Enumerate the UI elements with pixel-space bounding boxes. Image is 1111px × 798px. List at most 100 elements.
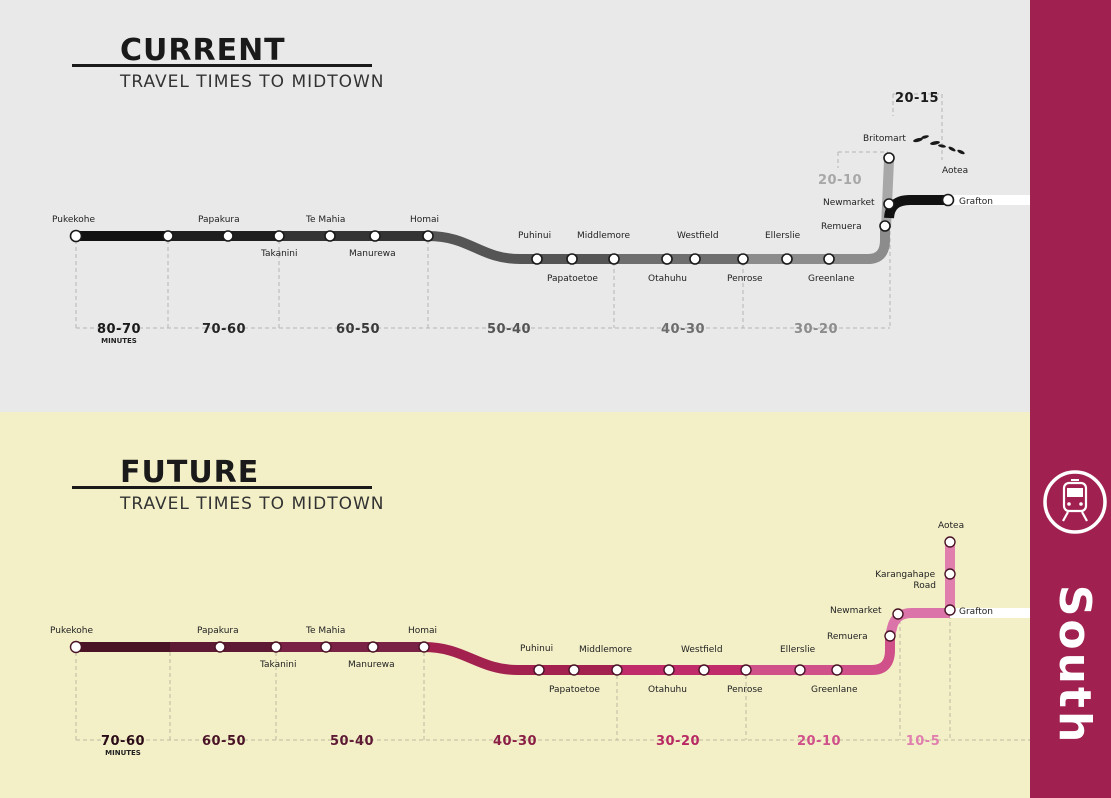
station-marker [222, 230, 234, 242]
time-band-label: 60-50 [202, 734, 246, 749]
station-label: Westfield [681, 645, 723, 655]
station-label: Westfield [677, 231, 719, 241]
station-marker [611, 664, 623, 676]
station-marker [831, 664, 843, 676]
station-marker [883, 198, 895, 210]
sidebar: South [1043, 470, 1107, 746]
station-marker [533, 664, 545, 676]
station-marker [737, 253, 749, 265]
station-label: Takanini [260, 249, 298, 259]
current-line-segment-6 [743, 226, 890, 264]
station-marker [324, 230, 336, 242]
station-marker [794, 664, 806, 676]
current-title: CURRENT [120, 33, 286, 68]
station-marker [698, 664, 710, 676]
footsteps-icon [913, 135, 965, 155]
time-band-label: 20-10 [818, 173, 862, 188]
station-marker [273, 230, 285, 242]
future-panel-background [0, 412, 1030, 798]
station-marker [944, 568, 956, 580]
station-marker [944, 604, 956, 616]
train-icon [1043, 470, 1107, 534]
station-marker [369, 230, 381, 242]
station-marker [422, 230, 434, 242]
time-band-label: 70-60 [101, 734, 145, 749]
station-marker [568, 664, 580, 676]
station-label: Pukekohe [52, 215, 96, 225]
station-marker [214, 641, 226, 653]
station-marker [418, 641, 430, 653]
station-marker [823, 253, 835, 265]
station-label: Manurewa [348, 660, 395, 670]
time-band-label: 40-30 [661, 322, 705, 337]
time-band-label: 60-50 [336, 322, 380, 337]
station-label: Papakura [197, 626, 239, 636]
station-marker [740, 664, 752, 676]
station-label: Grafton [959, 607, 993, 617]
station-label-line: Karangahape [875, 570, 935, 580]
station-marker [892, 608, 904, 620]
station-marker [367, 641, 379, 653]
future-section: FUTURE TRAVEL TIMES TO MIDTOWN [50, 455, 1030, 757]
station-label: Ellerslie [765, 231, 801, 241]
station-label: Penrose [727, 274, 763, 284]
station-label: Puhinui [520, 644, 553, 654]
station-label: Homai [408, 626, 437, 636]
station-label: Te Mahia [305, 215, 345, 225]
time-band-label: 30-20 [794, 322, 838, 337]
station-marker [608, 253, 620, 265]
station-label: Homai [410, 215, 439, 225]
station-marker [531, 253, 543, 265]
current-station-markers [69, 152, 955, 265]
station-marker [566, 253, 578, 265]
station-marker [69, 640, 83, 654]
station-marker [883, 152, 895, 164]
time-band-label: 80-70 [97, 322, 141, 337]
future-title-rule [72, 486, 372, 489]
station-marker [781, 253, 793, 265]
station-marker [884, 630, 896, 642]
time-band-label: 50-40 [330, 734, 374, 749]
time-band-unit: MINUTES [101, 337, 137, 345]
station-label: Aotea [942, 166, 968, 176]
station-label: Pukekohe [50, 626, 94, 636]
current-title-rule [72, 64, 372, 67]
station-marker [879, 220, 891, 232]
station-marker [663, 664, 675, 676]
station-label-line: Road [913, 581, 936, 591]
station-label: Papatoetoe [549, 685, 600, 695]
station-label: Remuera [827, 632, 868, 642]
sidebar-panel [1030, 0, 1111, 798]
station-label: Puhinui [518, 231, 551, 241]
time-band-label: 10-5 [906, 734, 941, 749]
station-label: Newmarket [830, 606, 882, 616]
station-label: Remuera [821, 222, 862, 232]
future-band-dividers [75, 615, 1030, 741]
time-band-label: 20-10 [797, 734, 841, 749]
sidebar-label: South [1049, 585, 1100, 746]
station-label: Papatoetoe [547, 274, 598, 284]
time-band-unit: MINUTES [105, 749, 141, 757]
station-label: Penrose [727, 685, 763, 695]
current-panel-background [0, 0, 1030, 412]
station-label: Middlemore [579, 645, 633, 655]
station-marker [689, 253, 701, 265]
station-label: Ellerslie [780, 645, 816, 655]
station-marker [69, 229, 83, 243]
station-marker [944, 536, 956, 548]
time-band-label: 70-60 [202, 322, 246, 337]
station-marker [270, 641, 282, 653]
current-section: CURRENT TRAVEL TIMES TO MIDTOWN [52, 33, 1030, 345]
current-subtitle: TRAVEL TIMES TO MIDTOWN [119, 72, 385, 92]
current-line-segment-4 [427, 231, 614, 264]
station-label: Otahuhu [648, 274, 687, 284]
station-label: Britomart [863, 134, 906, 144]
station-label: Papakura [198, 215, 240, 225]
station-label: Grafton [959, 197, 993, 207]
time-band-label: 20-15 [895, 91, 939, 106]
station-label: Otahuhu [648, 685, 687, 695]
station-label: Aotea [938, 521, 964, 531]
station-marker [320, 641, 332, 653]
